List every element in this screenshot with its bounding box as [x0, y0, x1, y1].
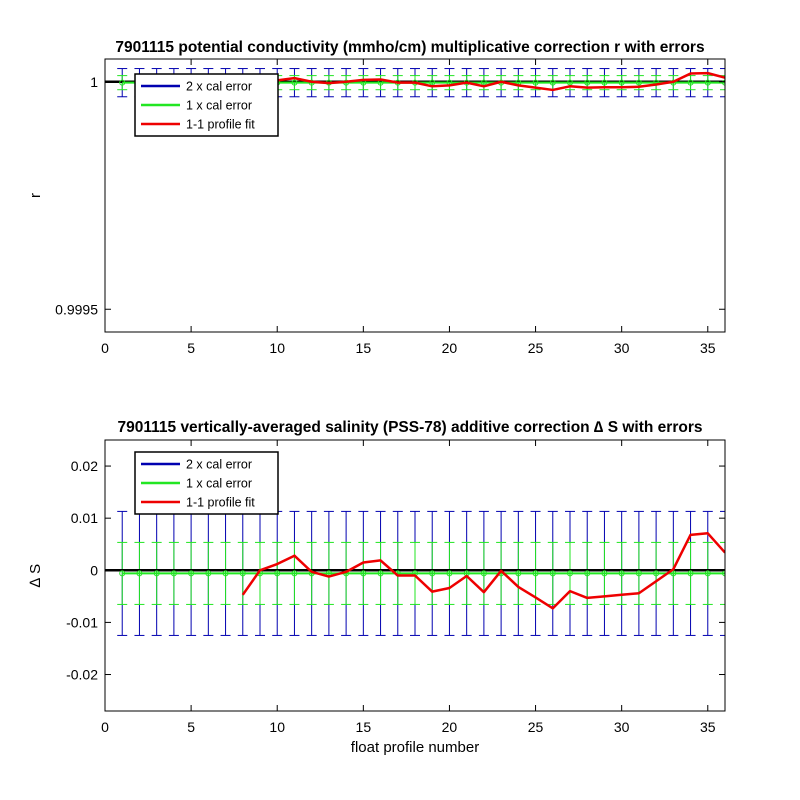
bottom-chart-panel: 0 5 10 15 20 25 30 35 -0.02 -0.01 0 0.01 0.02 7901115… [27, 419, 726, 756]
x-tick-label: 20 [442, 719, 458, 735]
legend-entry-label: 2 x cal error [186, 80, 252, 94]
calibration-point [291, 79, 298, 86]
calibration-point [704, 570, 711, 577]
x-tick-label: 30 [614, 719, 630, 735]
x-tick-label: 30 [614, 340, 630, 356]
error-bar-2x [720, 68, 725, 98]
x-tick-label: 15 [356, 719, 372, 735]
y-tick-label: 1 [90, 74, 98, 90]
chart-title: 7901115 potential conductivity (mmho/cm)… [115, 39, 704, 56]
error-bar-1x [720, 541, 725, 605]
y-tick-label: 0.02 [71, 458, 98, 474]
calibration-point [635, 570, 642, 577]
calibration-point [584, 570, 591, 577]
calibration-point [532, 79, 539, 86]
calibration-point [704, 79, 711, 86]
y-tick-label: 0.01 [71, 510, 98, 526]
x-tick-label: 5 [187, 340, 195, 356]
calibration-point [360, 570, 367, 577]
calibration-point [239, 570, 246, 577]
legend-entry-label: 2 x cal error [186, 458, 252, 472]
x-tick-label: 10 [269, 340, 285, 356]
y-tick-label: -0.02 [66, 667, 98, 683]
y-axis-label: ∆ S [27, 564, 44, 587]
calibration-point [188, 570, 195, 577]
y-axis-label: r [27, 193, 44, 198]
plot-content [105, 510, 725, 636]
calibration-point [446, 570, 453, 577]
calibration-point [722, 79, 725, 86]
legend-entry-label: 1-1 profile fit [186, 496, 255, 510]
y-tick-label: 0 [90, 562, 98, 578]
calibration-point [136, 570, 143, 577]
y-tick-label: 0.9995 [55, 301, 98, 317]
x-tick-label: 0 [101, 719, 109, 735]
calibration-point [153, 570, 160, 577]
calibration-point [584, 79, 591, 86]
axes-box [104, 58, 726, 333]
calibration-point [549, 570, 556, 577]
calibration-point [687, 570, 694, 577]
calibration-point [549, 79, 556, 86]
calibration-point [291, 570, 298, 577]
calibration-point [670, 570, 677, 577]
calibration-point [532, 570, 539, 577]
calibration-point [601, 570, 608, 577]
legend-entry-label: 1-1 profile fit [186, 118, 255, 132]
calibration-point [119, 79, 126, 86]
calibration-point [567, 570, 573, 577]
legend-entry-label: 1 x cal error [186, 477, 252, 491]
x-tick-label: 5 [187, 719, 195, 735]
x-tick-label: 25 [528, 340, 544, 356]
x-tick-label: 25 [528, 719, 544, 735]
x-tick-label: 0 [101, 340, 109, 356]
error-bar-2x [720, 510, 725, 636]
legend: 2 x cal error 1 x cal error 1-1 profile fi… [134, 73, 279, 137]
calibration-point [205, 570, 212, 577]
calibration-point [635, 79, 642, 86]
calibration-point [119, 570, 126, 577]
x-tick-label: 35 [700, 340, 716, 356]
axes-box [104, 439, 726, 712]
calibration-point [222, 570, 229, 577]
y-tick-label: -0.01 [66, 614, 98, 630]
calibration-point [618, 570, 625, 577]
calibration-point [170, 570, 177, 577]
legend-box [134, 451, 279, 515]
x-axis-label: float profile number [351, 739, 479, 756]
x-tick-label: 15 [356, 340, 372, 356]
calibration-point [274, 570, 281, 577]
calibration-point [653, 570, 660, 577]
calibration-point [480, 570, 487, 577]
calibration-point [618, 79, 625, 86]
calibration-point [515, 570, 522, 577]
x-tick-label: 35 [700, 719, 716, 735]
legend-entry-label: 1 x cal error [186, 99, 252, 113]
calibration-point [377, 570, 384, 577]
profile-fit-series [241, 532, 725, 610]
x-tick-label: 20 [442, 340, 458, 356]
calibration-point [429, 570, 436, 577]
legend: 2 x cal error 1 x cal error 1-1 profile fi… [134, 451, 279, 515]
calibration-point [722, 570, 725, 577]
profile-fit-series [242, 71, 725, 92]
calibration-point [601, 79, 608, 86]
chart-title: 7901115 vertically-averaged salinity (PS… [118, 419, 703, 436]
x-tick-label: 10 [269, 719, 285, 735]
calibration-point [687, 79, 694, 86]
